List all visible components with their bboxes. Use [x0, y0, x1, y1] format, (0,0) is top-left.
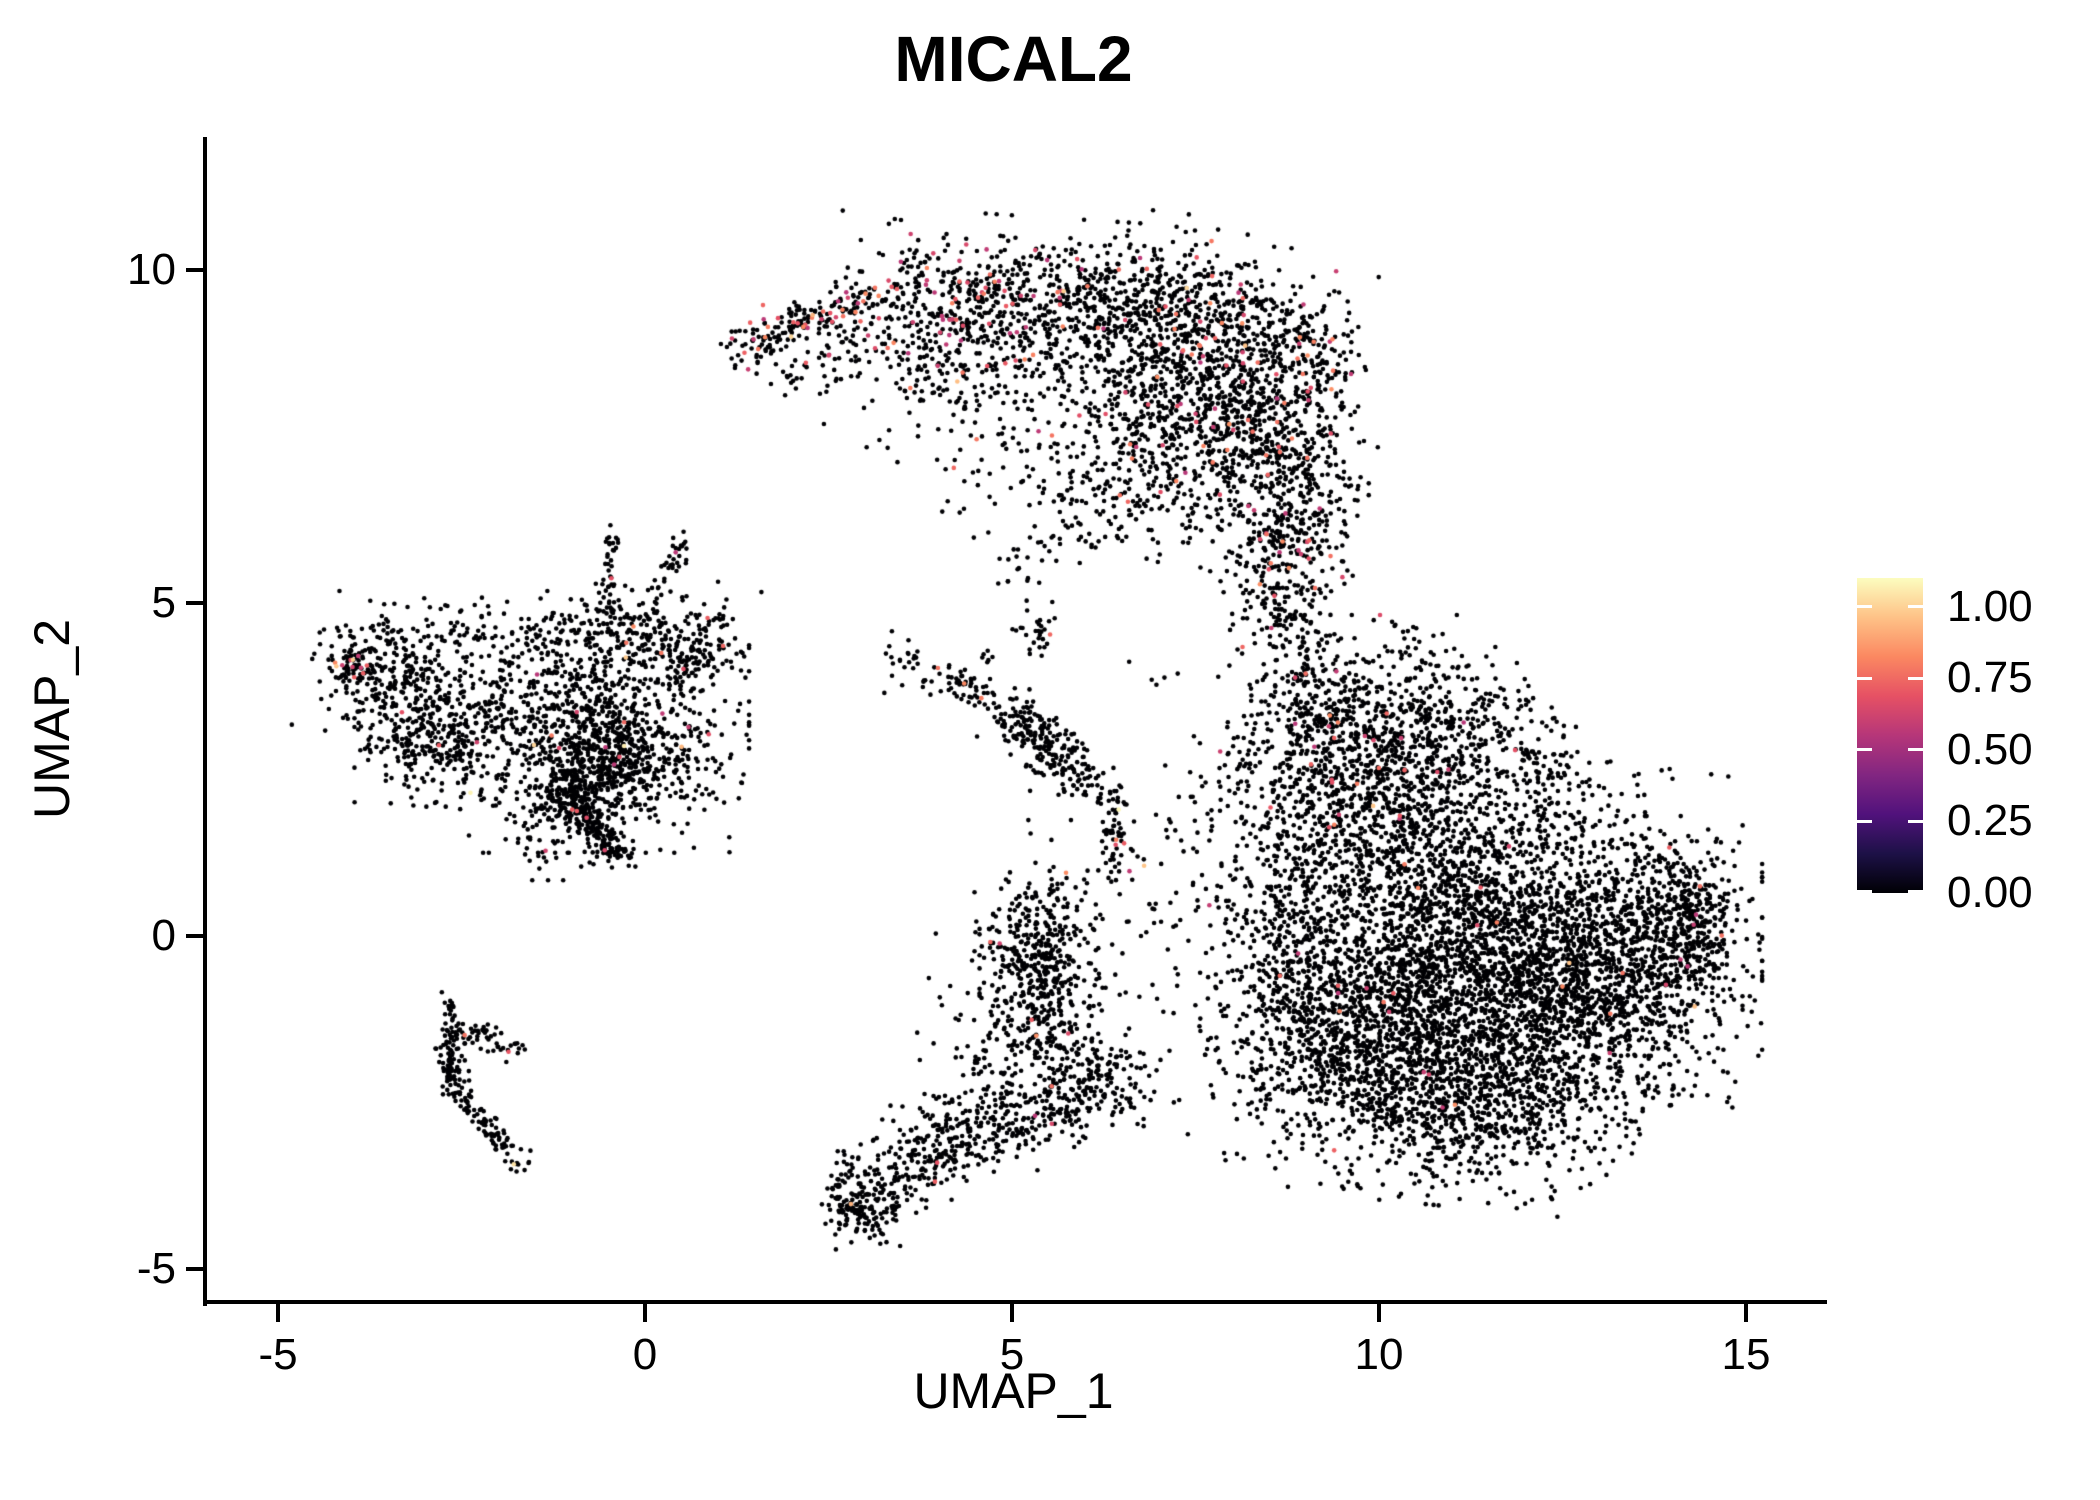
colorbar-tick-0.50-left — [1857, 748, 1872, 752]
x-tick-label-5: 5 — [999, 1330, 1025, 1379]
colorbar-tick-0.00-left — [1857, 890, 1872, 893]
colorbar-label-0.25: 0.25 — [1947, 796, 2033, 846]
x-tick-mark--5 — [276, 1304, 280, 1322]
plot-title: MICAL2 — [894, 23, 1133, 95]
y-tick-label-5: 5 — [151, 578, 176, 627]
y-axis-title: UMAP_2 — [24, 618, 80, 820]
x-tick-mark-15 — [1744, 1304, 1748, 1322]
expression-colorbar — [1857, 578, 1923, 893]
x-axis-title: UMAP_1 — [913, 1363, 1114, 1419]
colorbar-label-0.75: 0.75 — [1947, 653, 2033, 703]
x-axis-line — [203, 1300, 1827, 1304]
y-tick-mark-0 — [186, 934, 204, 938]
x-tick-mark-0 — [643, 1304, 647, 1322]
y-tick-mark-10 — [186, 268, 204, 272]
x-tick-label-15: 15 — [1721, 1330, 1771, 1379]
colorbar-tick-0.75-right — [1908, 676, 1923, 680]
colorbar-label-1.00: 1.00 — [1947, 581, 2033, 631]
x-tick-label-0: 0 — [632, 1330, 658, 1379]
y-tick-label-0: 0 — [151, 911, 176, 960]
y-tick-mark--5 — [186, 1267, 204, 1271]
x-tick-label-10: 10 — [1354, 1330, 1404, 1379]
x-tick-mark-5 — [1010, 1304, 1014, 1322]
x-tick-label--5: -5 — [258, 1330, 298, 1379]
colorbar-label-0.00: 0.00 — [1947, 868, 2033, 917]
x-tick-mark-10 — [1377, 1304, 1381, 1322]
colorbar-tick-1.00-left — [1857, 605, 1872, 609]
y-axis-line — [203, 137, 207, 1306]
colorbar-tick-0.00-right — [1908, 890, 1923, 893]
y-tick-label--5: -5 — [136, 1244, 176, 1293]
colorbar-tick-0.25-left — [1857, 819, 1872, 823]
colorbar-tick-0.50-right — [1908, 748, 1923, 752]
colorbar-tick-0.25-right — [1908, 819, 1923, 823]
y-tick-mark-5 — [186, 601, 204, 605]
colorbar-label-0.50: 0.50 — [1947, 724, 2033, 774]
colorbar-tick-1.00-right — [1908, 605, 1923, 609]
y-tick-label-10: 10 — [127, 245, 176, 294]
colorbar-tick-0.75-left — [1857, 676, 1872, 680]
